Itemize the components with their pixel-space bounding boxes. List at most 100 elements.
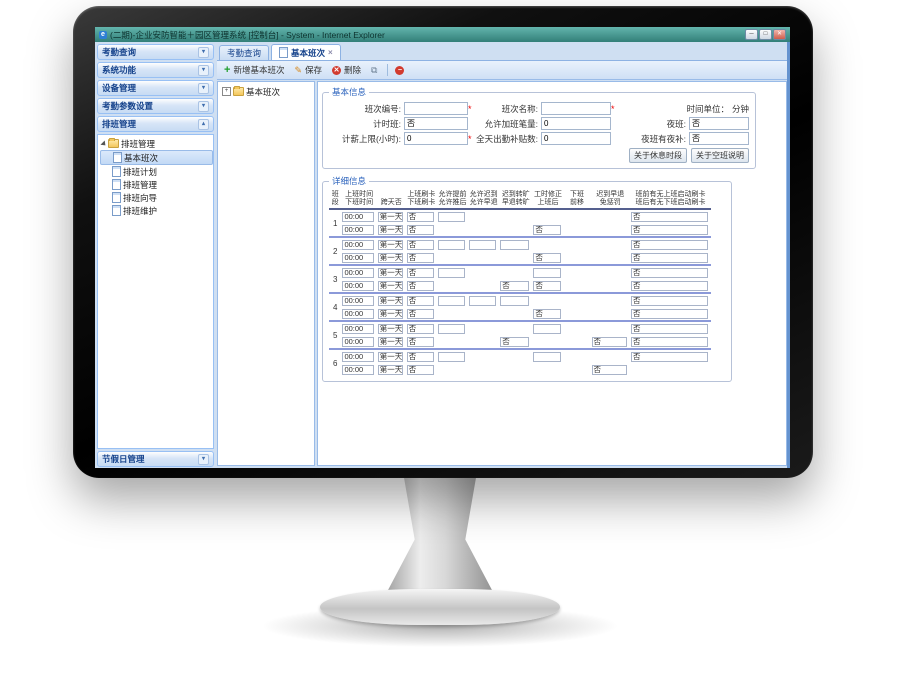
grid-flag-input[interactable]: 否 [500, 336, 530, 347]
title-bar[interactable]: e (二期)-企业安防智能＋园区管理系统 [控制台] - System - In… [95, 27, 790, 42]
grid-time-input[interactable]: 00:00 [342, 252, 374, 263]
overtime-allow-input[interactable] [541, 117, 611, 130]
grid-flag-input[interactable]: 否 [406, 295, 434, 306]
chevron-up-icon[interactable]: ▴ [198, 118, 209, 130]
grid-day-select[interactable]: 第一天 [377, 280, 403, 291]
tree-node-shift-maintenance[interactable]: 排班维护 [100, 204, 213, 217]
grid-flag-input[interactable]: 否 [591, 364, 627, 375]
grid-flag-input[interactable]: 否 [406, 239, 434, 250]
grid-day-select[interactable]: 第一天 [377, 267, 403, 278]
grid-flag-input[interactable]: 否 [630, 295, 708, 306]
expand-icon[interactable]: + [222, 87, 231, 96]
grid-day-select[interactable]: 第一天 [377, 323, 403, 334]
chevron-down-icon[interactable]: ▾ [198, 100, 209, 112]
grid-day-select[interactable]: 第一天 [377, 295, 403, 306]
grid-day-select[interactable]: 第一天 [377, 308, 403, 319]
sidebar-panel-shift-management[interactable]: 排班管理 ▴ [97, 116, 214, 132]
grid-day-select[interactable]: 第一天 [377, 224, 403, 235]
grid-day-select[interactable]: 第一天 [377, 351, 403, 362]
maximize-button[interactable]: □ [759, 29, 772, 40]
add-basic-shift-button[interactable]: + 新增基本班次 [221, 63, 287, 77]
grid-flag-input[interactable] [469, 239, 497, 250]
grid-flag-input[interactable]: 否 [630, 267, 708, 278]
tree-node-shift-wizard[interactable]: 排班向导 [100, 191, 213, 204]
tree-node-basic-shift[interactable]: 基本班次 [100, 150, 213, 165]
grid-flag-input[interactable]: 否 [630, 280, 708, 291]
about-rest-period-button[interactable]: 关于休息时段 [629, 148, 687, 163]
grid-flag-input[interactable]: 否 [630, 224, 708, 235]
grid-time-input[interactable]: 00:00 [342, 351, 374, 362]
sidebar-panel-attendance-params[interactable]: 考勤参数设置 ▾ [97, 98, 214, 114]
grid-flag-input[interactable]: 否 [406, 267, 434, 278]
grid-day-select[interactable]: 第一天 [377, 211, 403, 222]
tab-attendance-query[interactable]: 考勤查询 [219, 45, 270, 60]
grid-flag-input[interactable] [469, 295, 497, 306]
grid-time-input[interactable]: 00:00 [342, 239, 374, 250]
grid-flag-input[interactable]: 否 [630, 351, 708, 362]
grid-flag-input[interactable] [533, 323, 561, 334]
grid-flag-input[interactable]: 否 [591, 336, 627, 347]
shift-code-input[interactable] [404, 102, 468, 115]
close-button[interactable]: ✕ [773, 29, 786, 40]
grid-time-input[interactable]: 00:00 [342, 211, 374, 222]
grid-time-input[interactable]: 00:00 [342, 308, 374, 319]
grid-flag-input[interactable]: 否 [630, 323, 708, 334]
tree-node-shift-schedule[interactable]: 排班管理 [100, 178, 213, 191]
copy-button[interactable]: ⧉ [368, 65, 383, 76]
grid-flag-input[interactable]: 否 [630, 336, 708, 347]
night-shift-input[interactable] [689, 117, 749, 130]
save-button[interactable]: ✎ 保存 [291, 63, 325, 77]
chevron-down-icon[interactable]: ▾ [198, 64, 209, 76]
grid-flag-input[interactable]: 否 [533, 280, 561, 291]
grid-flag-input[interactable]: 否 [630, 252, 708, 263]
chevron-down-icon[interactable]: ▾ [198, 46, 209, 58]
grid-flag-input[interactable]: 否 [630, 211, 708, 222]
hourly-input[interactable] [404, 117, 468, 130]
minimize-button[interactable]: ─ [745, 29, 758, 40]
grid-flag-input[interactable]: 否 [406, 364, 434, 375]
tab-basic-shift[interactable]: 基本班次 × [271, 44, 341, 60]
chevron-down-icon[interactable]: ▾ [198, 82, 209, 94]
grid-flag-input[interactable] [437, 351, 466, 362]
grid-flag-input[interactable]: 否 [406, 280, 434, 291]
grid-time-input[interactable]: 00:00 [342, 280, 374, 291]
grid-time-input[interactable]: 00:00 [342, 323, 374, 334]
grid-time-input[interactable]: 00:00 [342, 267, 374, 278]
grid-flag-input[interactable]: 否 [500, 280, 530, 291]
grid-flag-input[interactable] [437, 295, 466, 306]
sidebar-panel-holiday-management[interactable]: 节假日管理 ▾ [97, 451, 214, 467]
sidebar-panel-system-functions[interactable]: 系统功能 ▾ [97, 62, 214, 78]
night-allowance-input[interactable] [689, 132, 749, 145]
grid-flag-input[interactable] [437, 267, 466, 278]
stop-button[interactable]: − [392, 65, 410, 76]
grid-flag-input[interactable] [437, 239, 466, 250]
grid-time-input[interactable]: 00:00 [342, 295, 374, 306]
tree-node-shift-plan[interactable]: 排班计划 [100, 165, 213, 178]
about-empty-shift-button[interactable]: 关于空班说明 [691, 148, 749, 163]
sidebar-panel-device-management[interactable]: 设备管理 ▾ [97, 80, 214, 96]
grid-flag-input[interactable]: 否 [533, 308, 561, 319]
shift-name-input[interactable] [541, 102, 611, 115]
pay-limit-input[interactable] [404, 132, 468, 145]
nav-tree-root-basic-shift[interactable]: + 基本班次 [220, 85, 312, 98]
grid-time-input[interactable]: 00:00 [342, 336, 374, 347]
grid-flag-input[interactable] [533, 267, 561, 278]
full-allowance-input[interactable] [541, 132, 611, 145]
grid-time-input[interactable]: 00:00 [342, 224, 374, 235]
grid-flag-input[interactable]: 否 [406, 211, 434, 222]
grid-flag-input[interactable]: 否 [630, 308, 708, 319]
grid-flag-input[interactable] [500, 239, 530, 250]
grid-flag-input[interactable]: 否 [406, 323, 434, 334]
grid-day-select[interactable]: 第一天 [377, 336, 403, 347]
grid-flag-input[interactable]: 否 [406, 351, 434, 362]
grid-flag-input[interactable]: 否 [406, 336, 434, 347]
grid-day-select[interactable]: 第一天 [377, 364, 403, 375]
tab-close-icon[interactable]: × [328, 48, 333, 57]
grid-flag-input[interactable] [437, 211, 466, 222]
delete-button[interactable]: ✕ 删除 [329, 63, 364, 77]
grid-flag-input[interactable]: 否 [533, 224, 561, 235]
grid-flag-input[interactable]: 否 [533, 252, 561, 263]
grid-flag-input[interactable]: 否 [406, 224, 434, 235]
grid-flag-input[interactable]: 否 [630, 239, 708, 250]
grid-flag-input[interactable] [500, 295, 530, 306]
